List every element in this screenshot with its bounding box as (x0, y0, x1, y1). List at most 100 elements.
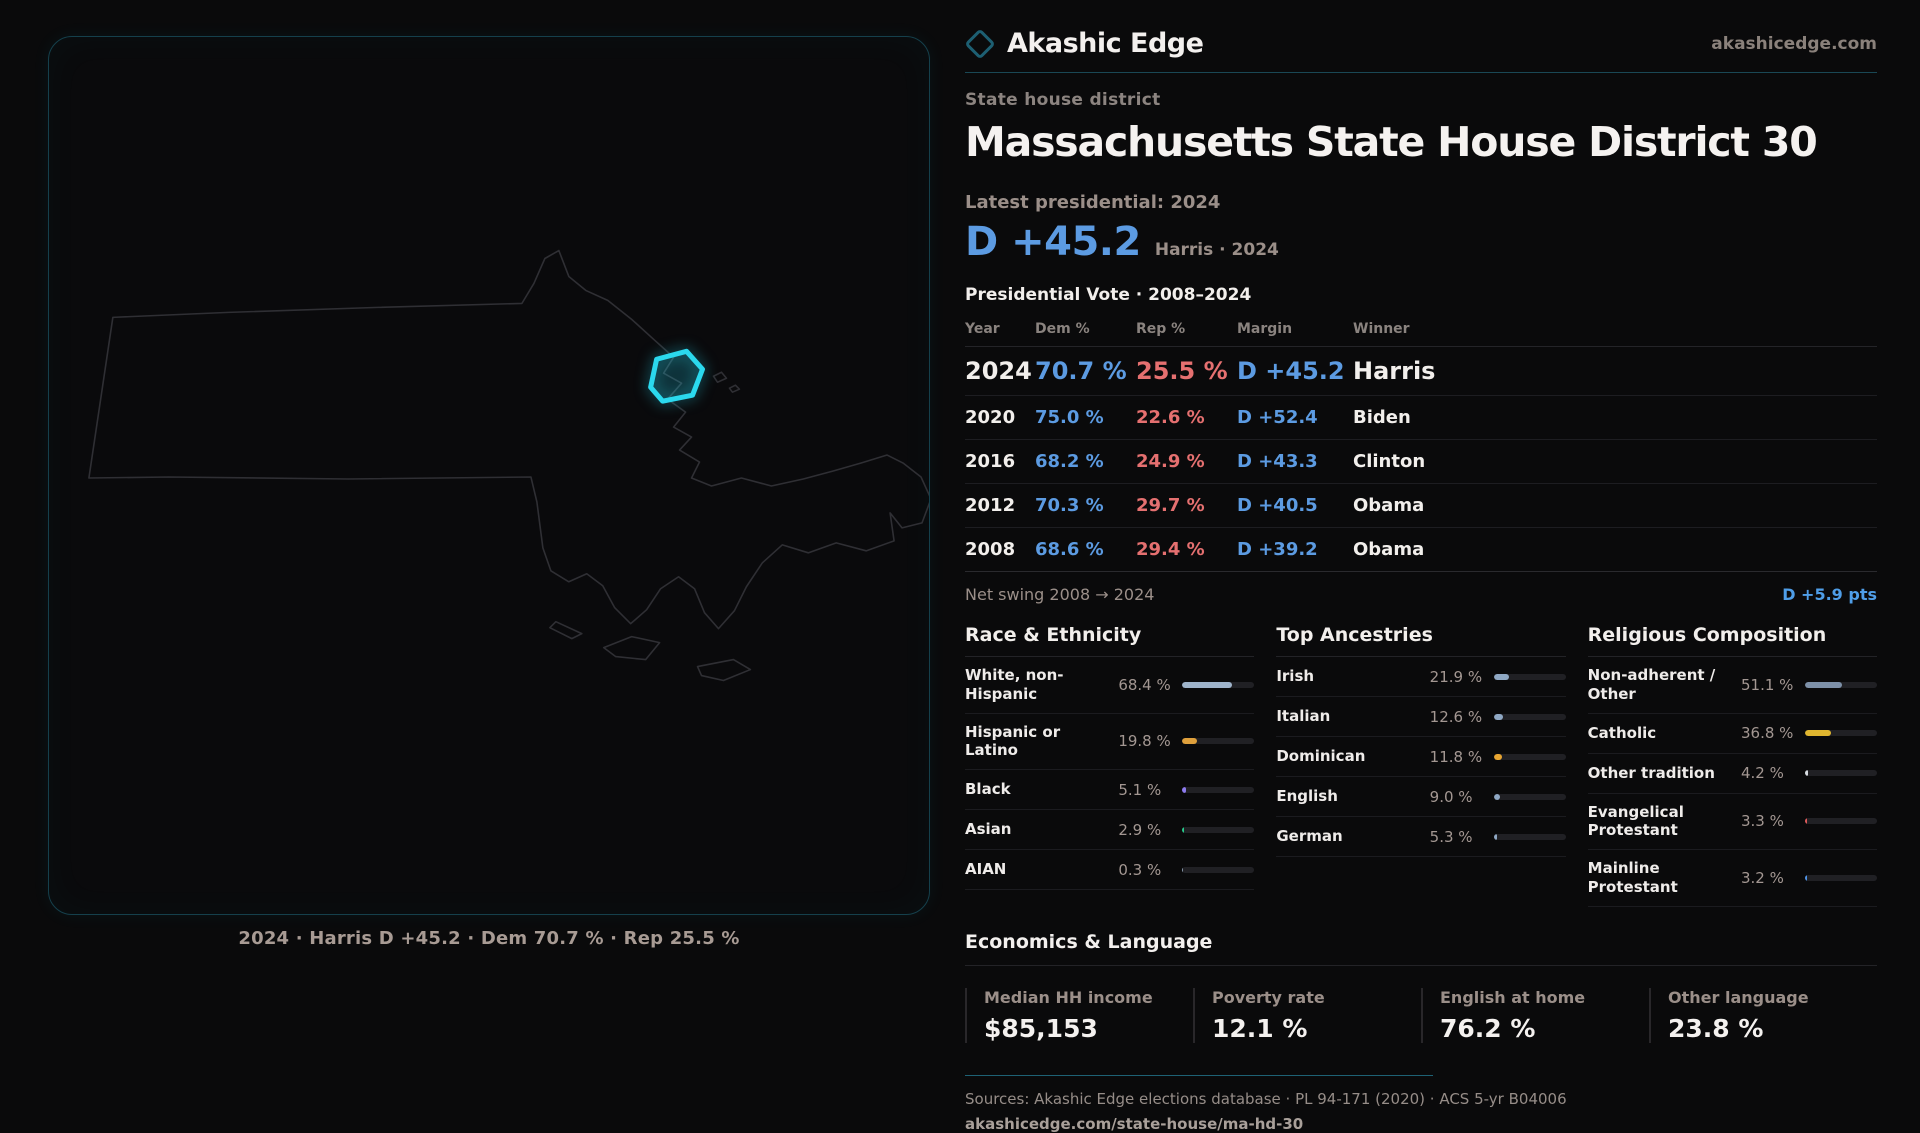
year-cell: 2020 (965, 407, 1035, 428)
demo-bar-track (1494, 834, 1566, 840)
demo-value: 4.2 % (1741, 764, 1805, 782)
demo-label: Irish (1276, 667, 1429, 686)
demo-bar-fill (1805, 875, 1807, 881)
footer-divider (965, 1075, 1433, 1076)
latest-presidential-label: Latest presidential: 2024 (965, 192, 1877, 213)
demo-bar-track (1494, 674, 1566, 680)
margin-cell: D +39.2 (1237, 539, 1353, 560)
demo-value: 21.9 % (1430, 668, 1494, 686)
stat-card: Other language 23.8 % (1649, 988, 1877, 1043)
district-highlight (651, 351, 703, 401)
table-header-cell: Rep % (1136, 321, 1237, 337)
demo-bar-fill (1494, 794, 1500, 800)
demo-bar-track (1494, 794, 1566, 800)
table-header-cell: Margin (1237, 321, 1353, 337)
rep-pct-cell: 29.4 % (1136, 539, 1237, 560)
demo-label: Catholic (1588, 724, 1741, 743)
demo-bar-track (1805, 730, 1877, 736)
demo-bar-fill (1182, 682, 1231, 688)
demo-label: White, non-Hispanic (965, 666, 1118, 704)
year-cell: 2008 (965, 539, 1035, 560)
demo-bar-track (1494, 754, 1566, 760)
stat-card: Median HH income$85,153 (965, 988, 1193, 1043)
stat-value: 23.8 % (1668, 1014, 1877, 1043)
dem-pct-cell: 70.7 % (1035, 357, 1136, 385)
margin-cell: D +43.3 (1237, 451, 1353, 472)
island-marthas-vineyard (604, 637, 660, 660)
rep-pct-cell: 24.9 % (1136, 451, 1237, 472)
demo-value: 19.8 % (1118, 732, 1182, 750)
demo-bar-fill (1494, 754, 1502, 760)
demo-bar-track (1182, 738, 1254, 744)
stat-value: $85,153 (984, 1014, 1193, 1043)
demo-bar-track (1805, 875, 1877, 881)
demo-column-title: Top Ancestries (1276, 624, 1565, 657)
stat-label: Other language (1668, 988, 1877, 1007)
net-swing-value: D +5.9 pts (1782, 585, 1877, 604)
demo-label: German (1276, 827, 1429, 846)
dem-pct-cell: 68.6 % (1035, 539, 1136, 560)
state-map (49, 37, 929, 914)
margin-cell: D +40.5 (1237, 495, 1353, 516)
demo-label: Mainline Protestant (1588, 859, 1741, 897)
demo-label: Black (965, 780, 1118, 799)
demo-bar-fill (1494, 674, 1510, 680)
rep-pct-cell: 22.6 % (1136, 407, 1237, 428)
winner-cell: Clinton (1353, 451, 1877, 472)
dem-pct-cell: 68.2 % (1035, 451, 1136, 472)
table-header-cell: Dem % (1035, 321, 1136, 337)
table-header-cell: Winner (1353, 321, 1877, 337)
year-cell: 2024 (965, 357, 1035, 385)
demo-bar-fill (1805, 818, 1807, 824)
brand-domain-link[interactable]: akashicedge.com (1711, 34, 1877, 54)
demo-value: 11.8 % (1430, 748, 1494, 766)
demo-column-title: Religious Composition (1588, 624, 1877, 657)
demo-value: 5.1 % (1118, 781, 1182, 799)
winner-cell: Biden (1353, 407, 1877, 428)
winner-cell: Obama (1353, 539, 1877, 560)
diamond-logo-icon (964, 28, 995, 59)
demo-label: AIAN (965, 860, 1118, 879)
map-caption: 2024 · Harris D +45.2 · Dem 70.7 % · Rep… (48, 928, 930, 949)
demo-bar-fill (1805, 770, 1808, 776)
stat-label: English at home (1440, 988, 1649, 1007)
demo-value: 9.0 % (1430, 788, 1494, 806)
demo-value: 2.9 % (1118, 821, 1182, 839)
demo-bar-track (1182, 682, 1254, 688)
stat-value: 12.1 % (1212, 1014, 1421, 1043)
demo-bar-track (1182, 867, 1254, 873)
coast-speck (713, 372, 726, 382)
footer-url-link[interactable]: akashicedge.com/state-house/ma-hd-30 (965, 1115, 1877, 1133)
demo-label: Asian (965, 820, 1118, 839)
demo-bar-track (1805, 682, 1877, 688)
detail-panel: Akashic Edge akashicedge.com State house… (965, 28, 1877, 1133)
demo-bar-fill (1494, 834, 1498, 840)
brand-name: Akashic Edge (1007, 28, 1203, 59)
demo-column-title: Race & Ethnicity (965, 624, 1254, 657)
demo-bar-track (1182, 787, 1254, 793)
demo-label: Evangelical Protestant (1588, 803, 1741, 841)
district-type-kicker: State house district (965, 90, 1877, 110)
demo-value: 5.3 % (1430, 828, 1494, 846)
